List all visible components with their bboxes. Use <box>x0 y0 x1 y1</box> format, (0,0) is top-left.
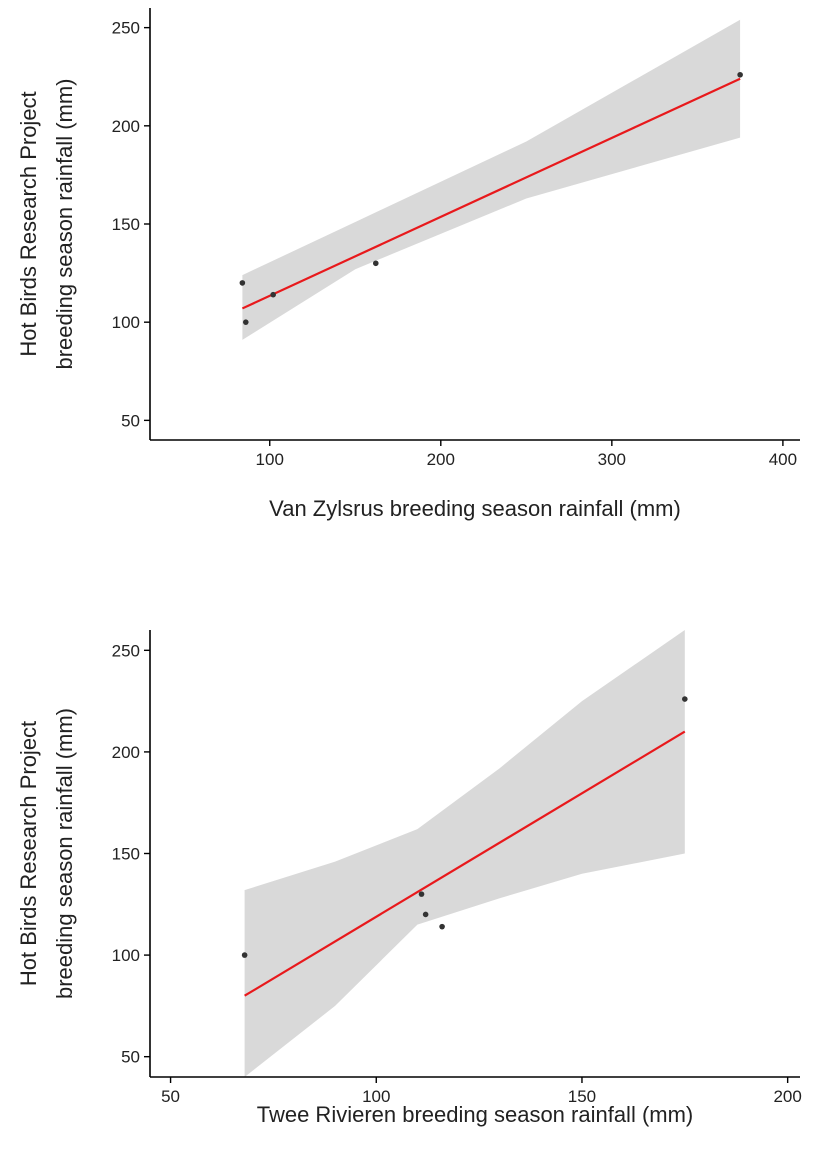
chart-top-point-2 <box>242 319 249 325</box>
chart-bottom-confidence-band <box>244 630 685 1077</box>
chart-bottom-x-tick-label-200: 200 <box>773 1087 801 1106</box>
chart-bottom-x-tick-label-100: 100 <box>362 1087 390 1106</box>
chart-bottom-y-tick-label-50: 50 <box>121 1048 140 1067</box>
chart-bottom-x-tick-label-150: 150 <box>568 1087 596 1106</box>
chart-top-y-tick-label-250: 250 <box>112 19 140 38</box>
chart-bottom-point-4 <box>439 923 445 930</box>
chart-bottom-y-tick-label-150: 150 <box>112 845 140 864</box>
chart-bottom-y-tick-label-100: 100 <box>112 946 140 965</box>
chart-bottom-point-1 <box>241 952 248 958</box>
chart-top-x-tick-label-100: 100 <box>256 450 284 469</box>
chart-top-y-tick-label-200: 200 <box>112 117 140 136</box>
chart-top-x-axis-title: Van Zylsrus breeding season rainfall (mm… <box>269 496 681 521</box>
chart-top-point-5 <box>737 71 743 78</box>
chart-top-y-tick-label-150: 150 <box>112 215 140 234</box>
chart-top-point-3 <box>270 291 276 298</box>
chart-bottom-point-3 <box>422 911 429 918</box>
chart-bottom-x-tick-label-50: 50 <box>161 1087 180 1106</box>
chart-top-y-axis-title-line-1: Hot Birds Research Project <box>16 91 41 356</box>
chart-top-point-4 <box>372 260 379 267</box>
chart-top-y-tick-label-50: 50 <box>121 411 140 430</box>
chart-bottom-point-5 <box>682 696 688 702</box>
chart-top-x-tick-label-200: 200 <box>427 450 455 469</box>
chart-top: 50 100 150 200 250 100 200 300 400 Van Zylsrus br… <box>16 8 800 521</box>
chart-top-y-axis-title-line-2: breeding season rainfall (mm) <box>52 78 77 369</box>
chart-bottom-y-tick-label-250: 250 <box>112 641 140 660</box>
chart-top-trend-line <box>241 77 741 310</box>
chart-top-point-1 <box>239 280 246 286</box>
chart-top-y-tick-label-100: 100 <box>112 313 140 332</box>
chart-bottom-y-axis-title-line-1: Hot Birds Research Project <box>16 721 41 986</box>
chart-bottom-point-2 <box>418 891 425 897</box>
chart-bottom-trend-line <box>244 730 686 997</box>
chart-bottom: 50 100 150 200 250 50 100 150 200 Twee Rivieren b… <box>16 630 802 1127</box>
chart-bottom-y-axis-title-line-2: breeding season rainfall (mm) <box>52 708 77 999</box>
chart-bottom-y-tick-label-200: 200 <box>112 743 140 762</box>
chart-bottom-x-axis-title: Twee Rivieren breeding season rainfall (… <box>257 1102 694 1127</box>
chart-top-confidence-band <box>242 19 741 340</box>
chart-top-x-tick-label-400: 400 <box>769 450 797 469</box>
chart-top-x-tick-label-300: 300 <box>598 450 626 469</box>
